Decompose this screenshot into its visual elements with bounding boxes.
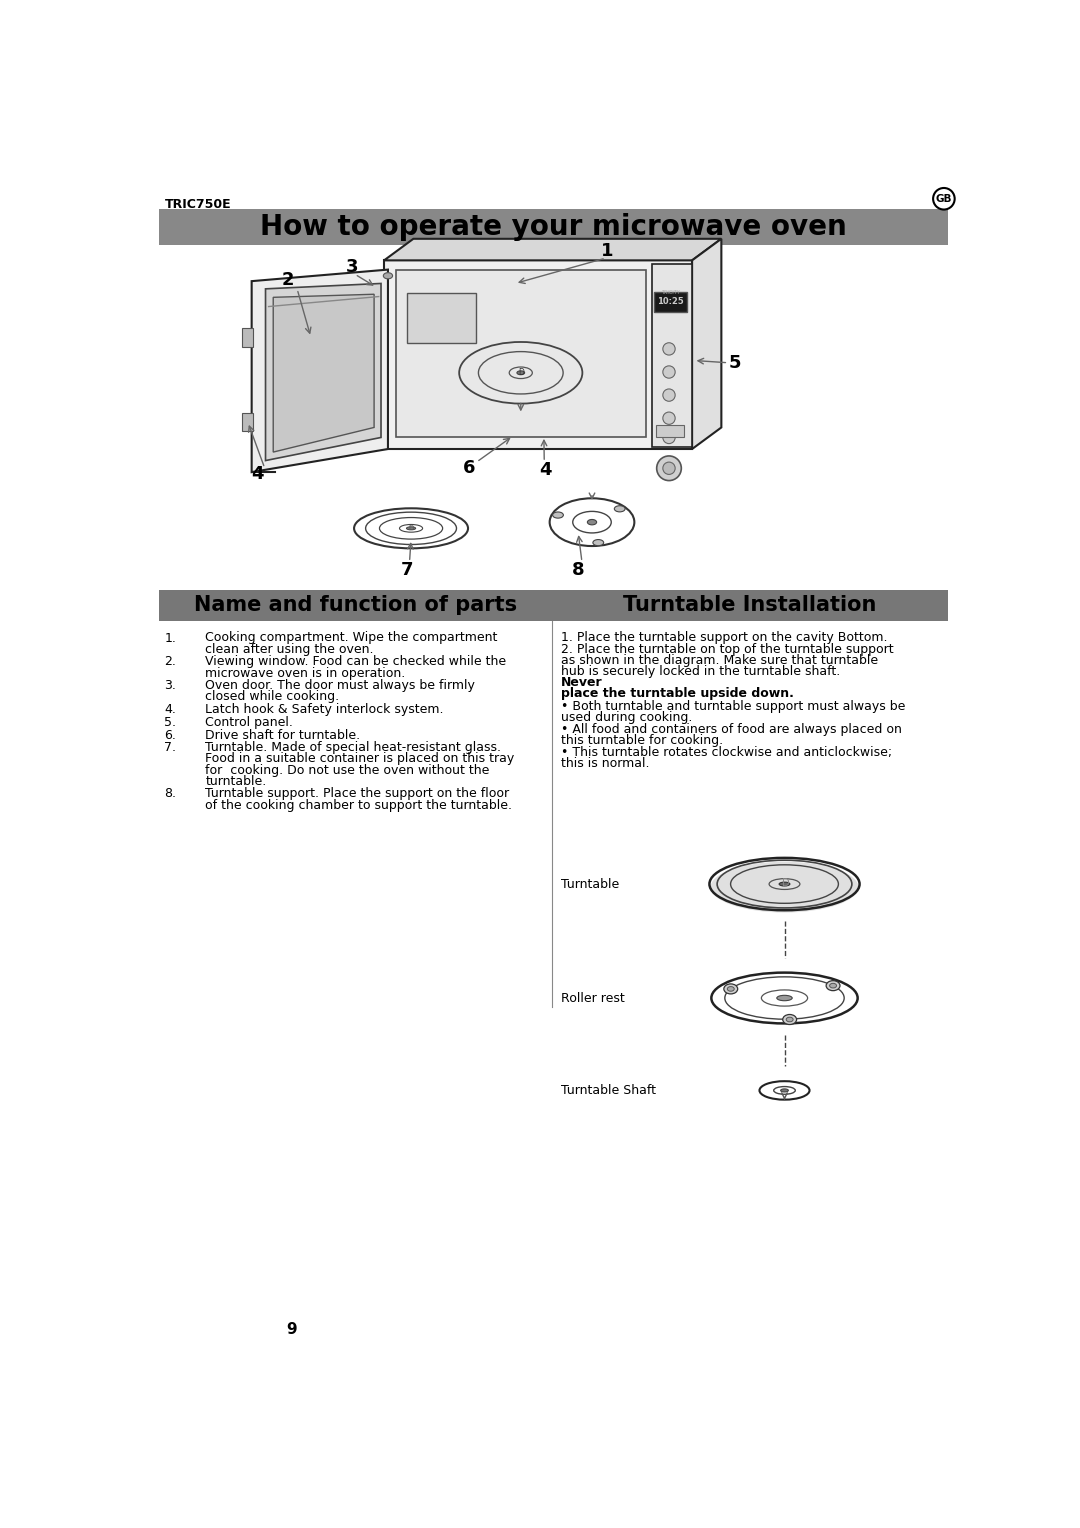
Text: Roller rest: Roller rest: [562, 992, 625, 1004]
Text: 9: 9: [286, 1322, 297, 1337]
Text: Turntable: Turntable: [562, 877, 620, 891]
Text: hub is securely locked in the turntable shaft.: hub is securely locked in the turntable …: [562, 665, 840, 678]
Text: D: D: [408, 524, 414, 530]
Text: • This turntable rotates clockwise and anticlockwise;: • This turntable rotates clockwise and a…: [562, 746, 892, 759]
FancyBboxPatch shape: [242, 413, 253, 431]
FancyBboxPatch shape: [159, 209, 948, 244]
Text: TRICITY: TRICITY: [661, 290, 680, 295]
Text: D: D: [782, 879, 789, 888]
Text: turntable.: turntable.: [205, 775, 267, 788]
Text: 4: 4: [251, 466, 264, 483]
Text: Viewing window. Food can be checked while the: Viewing window. Food can be checked whil…: [205, 656, 507, 668]
Text: GB: GB: [935, 194, 953, 203]
Text: 4: 4: [540, 461, 552, 478]
Text: Drive shaft for turntable.: Drive shaft for turntable.: [205, 729, 361, 741]
Text: Cooking compartment. Wipe the compartment: Cooking compartment. Wipe the compartmen…: [205, 631, 498, 645]
Polygon shape: [252, 269, 388, 472]
Text: 5.: 5.: [164, 715, 176, 729]
Text: 8.: 8.: [164, 787, 176, 801]
Text: 1.: 1.: [164, 631, 176, 645]
FancyBboxPatch shape: [159, 590, 552, 620]
Text: Turntable. Made of special heat-resistant glass.: Turntable. Made of special heat-resistan…: [205, 741, 501, 755]
Circle shape: [663, 461, 675, 474]
Text: 1: 1: [602, 241, 613, 260]
Ellipse shape: [783, 1015, 797, 1024]
Circle shape: [663, 431, 675, 443]
Text: for  cooking. Do not use the oven without the: for cooking. Do not use the oven without…: [205, 764, 490, 776]
Ellipse shape: [588, 520, 596, 524]
Ellipse shape: [517, 371, 525, 374]
Text: this turntable for cooking.: this turntable for cooking.: [562, 735, 724, 747]
FancyBboxPatch shape: [407, 293, 476, 342]
Text: 3: 3: [346, 258, 357, 275]
Text: Food in a suitable container is placed on this tray: Food in a suitable container is placed o…: [205, 752, 515, 766]
Ellipse shape: [786, 1018, 793, 1022]
Polygon shape: [384, 238, 721, 260]
Text: Control panel.: Control panel.: [205, 715, 294, 729]
FancyBboxPatch shape: [654, 292, 687, 312]
Circle shape: [663, 365, 675, 377]
FancyBboxPatch shape: [656, 425, 684, 437]
Ellipse shape: [553, 512, 564, 518]
Text: How to operate your microwave oven: How to operate your microwave oven: [260, 212, 847, 241]
Ellipse shape: [724, 984, 738, 993]
Ellipse shape: [593, 539, 604, 545]
Text: 2.: 2.: [164, 656, 176, 668]
Text: place the turntable upside down.: place the turntable upside down.: [562, 688, 794, 700]
Polygon shape: [266, 284, 381, 460]
Text: • All food and containers of food are always placed on: • All food and containers of food are al…: [562, 723, 902, 736]
Text: 2: 2: [282, 270, 294, 289]
Text: 6: 6: [462, 460, 475, 477]
Text: 7: 7: [401, 561, 414, 579]
Ellipse shape: [829, 984, 837, 989]
Text: Oven door. The door must always be firmly: Oven door. The door must always be firml…: [205, 680, 475, 692]
Text: Name and function of parts: Name and function of parts: [194, 596, 517, 616]
Text: as shown in the diagram. Make sure that turntable: as shown in the diagram. Make sure that …: [562, 654, 878, 666]
Ellipse shape: [777, 995, 793, 1001]
Text: clean after using the oven.: clean after using the oven.: [205, 643, 374, 656]
Text: 5: 5: [728, 354, 741, 371]
Text: microwave oven is in operation.: microwave oven is in operation.: [205, 666, 406, 680]
Ellipse shape: [406, 527, 416, 530]
Text: 10:25: 10:25: [657, 298, 684, 307]
Text: used during cooking.: used during cooking.: [562, 711, 692, 724]
Text: this is normal.: this is normal.: [562, 758, 650, 770]
Ellipse shape: [781, 1089, 788, 1093]
Text: Never: Never: [562, 677, 603, 689]
Text: of the cooking chamber to support the turntable.: of the cooking chamber to support the tu…: [205, 799, 513, 811]
Text: 7.: 7.: [164, 741, 176, 755]
Circle shape: [663, 390, 675, 402]
Ellipse shape: [711, 862, 859, 912]
Text: 2. Place the turntable on top of the turntable support: 2. Place the turntable on top of the tur…: [562, 643, 894, 656]
Text: 3.: 3.: [164, 680, 176, 692]
Text: TRIC750E: TRIC750E: [164, 199, 231, 211]
Text: Turntable Installation: Turntable Installation: [623, 596, 877, 616]
Text: Latch hook & Safety interlock system.: Latch hook & Safety interlock system.: [205, 703, 444, 717]
Text: 8: 8: [571, 561, 584, 579]
Circle shape: [663, 342, 675, 354]
Text: D: D: [518, 368, 525, 376]
Polygon shape: [692, 238, 721, 449]
Ellipse shape: [615, 506, 625, 512]
FancyBboxPatch shape: [395, 269, 646, 437]
Text: • Both turntable and turntable support must always be: • Both turntable and turntable support m…: [562, 700, 905, 714]
Ellipse shape: [383, 272, 392, 278]
FancyBboxPatch shape: [242, 329, 253, 347]
Polygon shape: [273, 295, 374, 452]
Ellipse shape: [826, 981, 840, 990]
Ellipse shape: [727, 987, 734, 992]
FancyBboxPatch shape: [552, 590, 948, 620]
Text: 4.: 4.: [164, 703, 176, 717]
Polygon shape: [384, 260, 692, 449]
Circle shape: [663, 413, 675, 425]
Text: 6.: 6.: [164, 729, 176, 741]
Text: Turntable support. Place the support on the floor: Turntable support. Place the support on …: [205, 787, 510, 801]
FancyBboxPatch shape: [652, 264, 692, 446]
Circle shape: [657, 455, 681, 481]
Text: closed while cooking.: closed while cooking.: [205, 691, 339, 703]
Ellipse shape: [779, 882, 789, 886]
Text: Turntable Shaft: Turntable Shaft: [562, 1083, 657, 1097]
Text: 1. Place the turntable support on the cavity Bottom.: 1. Place the turntable support on the ca…: [562, 631, 888, 645]
